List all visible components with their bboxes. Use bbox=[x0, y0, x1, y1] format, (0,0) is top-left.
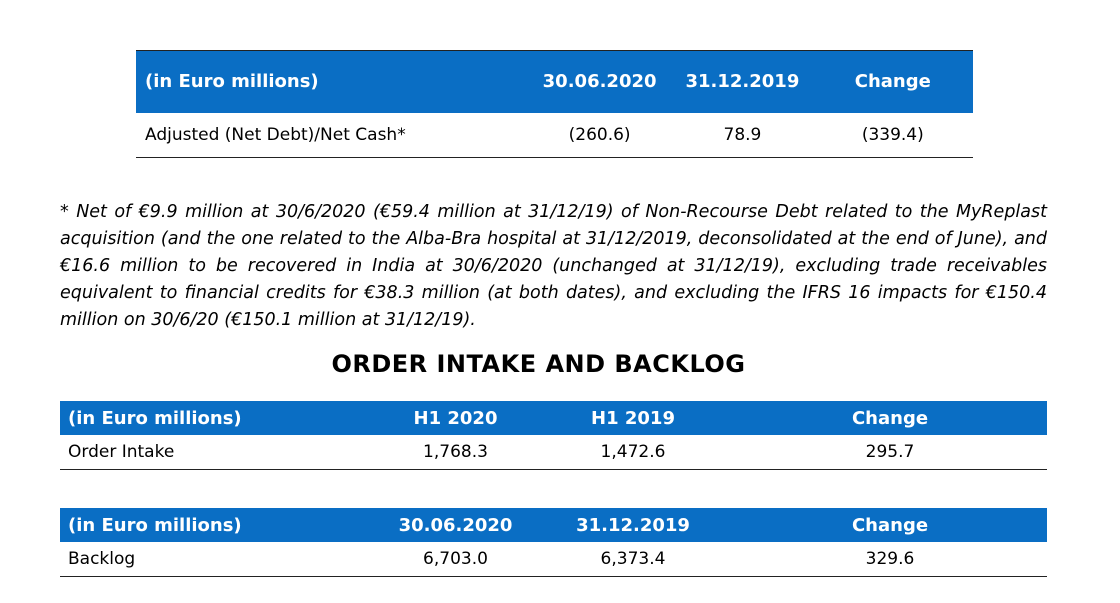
backlog-table: (in Euro millions) 30.06.2020 31.12.2019… bbox=[60, 508, 1047, 577]
header-units: (in Euro millions) bbox=[68, 514, 242, 536]
table-row: Order Intake 1,768.3 1,472.6 295.7 bbox=[60, 435, 1047, 469]
header-date-2019: 31.12.2019 bbox=[576, 514, 690, 536]
header-date-2020: 30.06.2020 bbox=[398, 514, 513, 536]
value-change: (339.4) bbox=[861, 124, 924, 145]
order-intake-table: (in Euro millions) H1 2020 H1 2019 Chang… bbox=[60, 401, 1047, 470]
header-h1-2019: H1 2019 bbox=[591, 407, 675, 429]
header-change: Change bbox=[851, 514, 929, 536]
value-h1-2019: 1,472.6 bbox=[600, 441, 666, 462]
value-h1-2020: 1,768.3 bbox=[423, 441, 488, 462]
table-header-row: (in Euro millions) 30.06.2020 31.12.2019… bbox=[60, 508, 1047, 542]
header-date-2020: 30.06.2020 bbox=[542, 71, 657, 93]
value-2019: 78.9 bbox=[723, 124, 762, 145]
header-change: Change bbox=[851, 407, 929, 429]
header-h1-2020: H1 2020 bbox=[413, 407, 498, 429]
value-2020: 6,703.0 bbox=[423, 548, 488, 569]
section-title: ORDER INTAKE AND BACKLOG bbox=[331, 350, 746, 378]
value-2019: 6,373.4 bbox=[600, 548, 666, 569]
footnote: * Net of €9.9 million at 30/6/2020 (€59.… bbox=[60, 202, 1047, 330]
table-header-row: (in Euro millions) H1 2020 H1 2019 Chang… bbox=[60, 401, 1047, 435]
table-header-row: (in Euro millions) 30.06.2020 31.12.2019… bbox=[136, 50, 973, 113]
header-date-2019: 31.12.2019 bbox=[685, 71, 800, 93]
table-row: Backlog 6,703.0 6,373.4 329.6 bbox=[60, 542, 1047, 576]
value-change: 295.7 bbox=[865, 441, 915, 462]
header-units: (in Euro millions) bbox=[68, 407, 242, 429]
net-debt-table: (in Euro millions) 30.06.2020 31.12.2019… bbox=[136, 50, 973, 158]
header-units: (in Euro millions) bbox=[145, 71, 319, 93]
value-change: 329.6 bbox=[865, 548, 915, 569]
row-label: Backlog bbox=[68, 548, 136, 569]
table-row: Adjusted (Net Debt)/Net Cash* (260.6) 78… bbox=[136, 113, 973, 158]
value-2020: (260.6) bbox=[568, 124, 631, 145]
row-label: Order Intake bbox=[68, 441, 175, 462]
row-label: Adjusted (Net Debt)/Net Cash* bbox=[145, 124, 406, 145]
header-change: Change bbox=[854, 71, 931, 93]
